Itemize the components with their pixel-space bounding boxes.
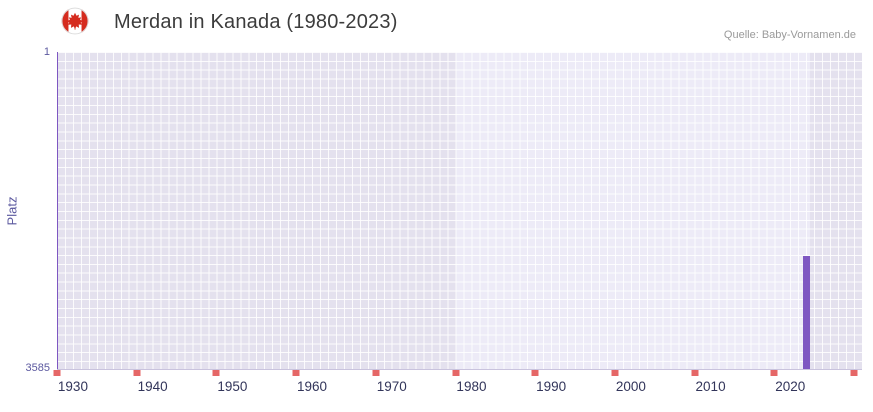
- x-tick-label: 1940: [137, 379, 168, 394]
- source-credit-link[interactable]: Quelle: Baby-Vornamen.de: [723, 29, 856, 41]
- x-axis-marker: [770, 370, 778, 376]
- y-axis-line: [57, 52, 58, 370]
- x-tick-label: 1930: [57, 379, 88, 394]
- x-tick-label: 2020: [775, 379, 806, 394]
- bars-layer: [57, 52, 862, 370]
- x-axis-line: [57, 369, 862, 370]
- x-tick-label: 1950: [217, 379, 248, 394]
- x-axis-marker: [850, 370, 858, 376]
- x-tick-label: 1960: [297, 379, 328, 394]
- canada-flag-icon: [61, 7, 89, 35]
- y-axis-title: Platz: [4, 196, 20, 226]
- plot-area: [53, 52, 862, 376]
- x-tick-label: 1970: [376, 379, 407, 394]
- grid-lines: [57, 52, 862, 370]
- x-axis-marker: [53, 370, 61, 376]
- x-axis-marker: [372, 370, 380, 376]
- x-tick-label: 2010: [695, 379, 726, 394]
- rank-bar-2022[interactable]: [802, 256, 810, 370]
- x-axis-marker: [611, 370, 619, 376]
- x-axis-marker: [212, 370, 220, 376]
- y-tick-label-bottom: 3585: [25, 362, 50, 374]
- x-axis-marker: [133, 370, 141, 376]
- x-tick-label: 1980: [456, 379, 487, 394]
- x-axis-labels: 1930 1940 1950 1960 1970 1980 1990 2000 2010 2020: [57, 379, 862, 397]
- x-axis-marker: [531, 370, 539, 376]
- x-tick-label: 1990: [536, 379, 567, 394]
- x-axis-marker: [292, 370, 300, 376]
- y-tick-label-top: 1: [43, 46, 50, 58]
- x-axis-marker: [691, 370, 699, 376]
- x-tick-label: 2000: [615, 379, 646, 394]
- x-axis-marker: [452, 370, 459, 376]
- chart-title: Merdan in Kanada (1980-2023): [114, 11, 398, 33]
